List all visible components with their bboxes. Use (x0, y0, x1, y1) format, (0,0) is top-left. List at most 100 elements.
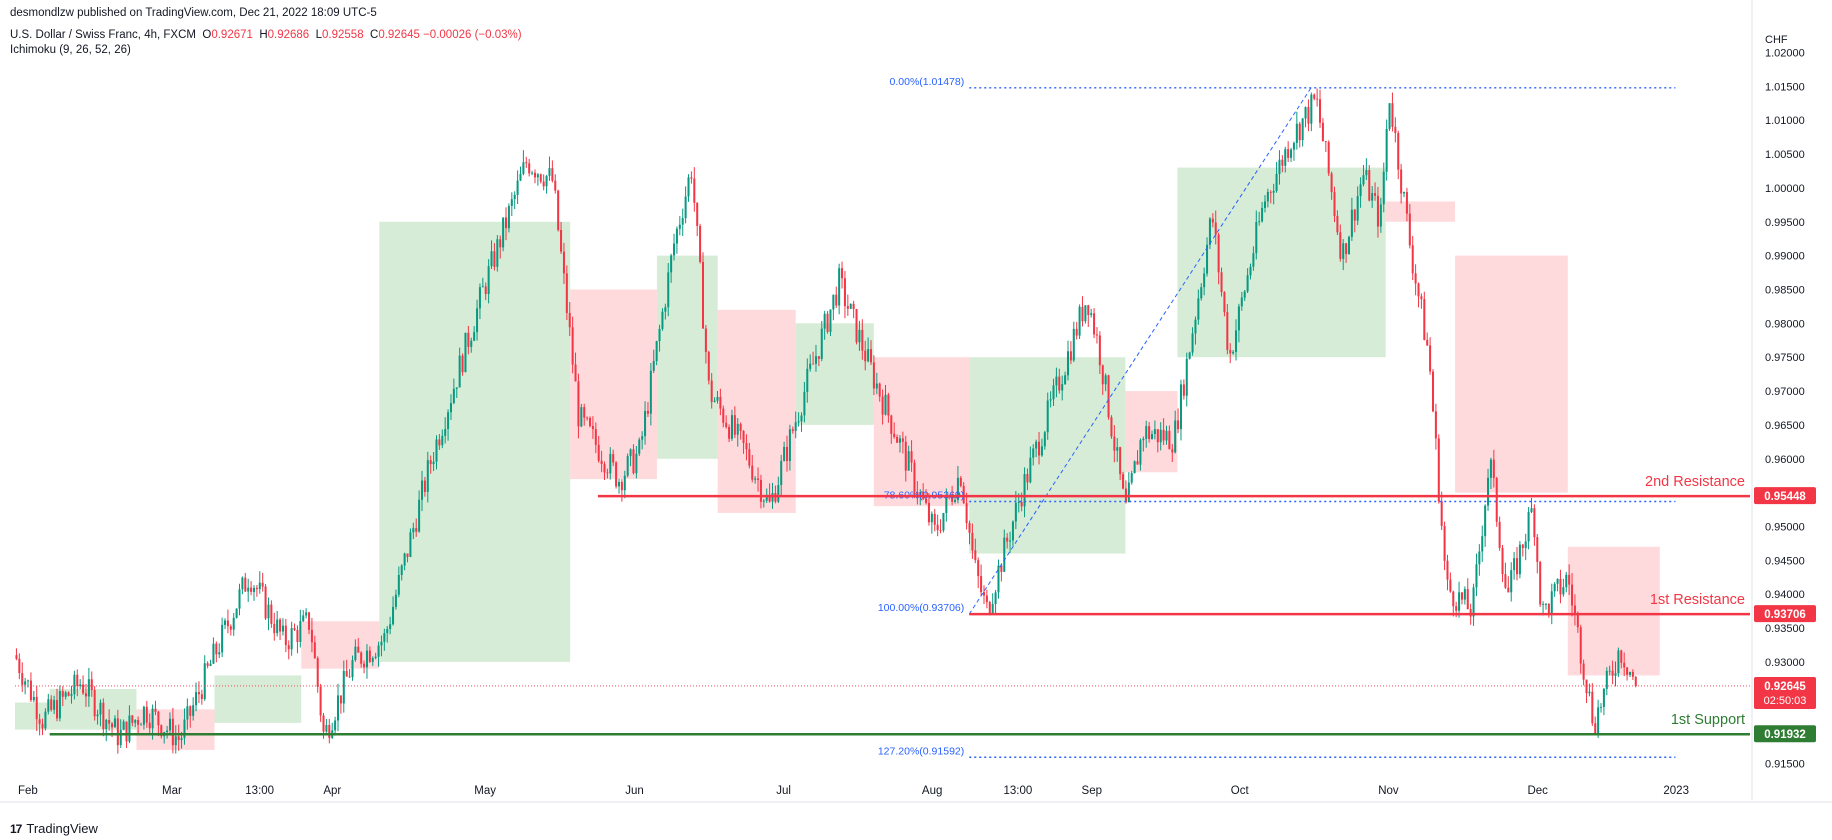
candle-body (617, 481, 621, 487)
candle-body (67, 692, 70, 696)
candle-body (867, 349, 870, 362)
candle-body (322, 715, 325, 732)
ichimoku-cloud-segment (1385, 201, 1456, 222)
candle-body (982, 592, 986, 596)
candle-body (96, 714, 99, 717)
tradingview-footer[interactable]: 17 TradingView (10, 821, 98, 836)
candle-body (1391, 103, 1394, 127)
candle-body (1559, 578, 1562, 595)
candle-body (693, 178, 696, 203)
candle-body (690, 177, 693, 179)
candle-body (238, 589, 241, 609)
candle-body (455, 387, 458, 389)
y-tick-label: 1.00000 (1765, 183, 1805, 195)
candle-body (1379, 204, 1382, 227)
candle-body (1374, 193, 1377, 196)
candle-body (70, 694, 73, 696)
ohlc-high: H0.92686 (259, 29, 310, 41)
candle-body (826, 313, 829, 332)
ichimoku-cloud-segment (656, 255, 718, 459)
candle-body (1113, 436, 1116, 451)
candle-body (1214, 222, 1217, 235)
candle-body (1139, 440, 1142, 465)
candle-body (1130, 473, 1133, 483)
candle-body (557, 190, 560, 230)
candle-body (1043, 432, 1046, 447)
symbol-legend[interactable]: U.S. Dollar / Swiss Franc, 4h, FXCM O0.9… (10, 29, 522, 41)
candle-body (1058, 376, 1061, 391)
candle-body (904, 441, 907, 471)
x-tick-label: Feb (18, 785, 38, 797)
candle-body (742, 430, 745, 444)
candle-body (487, 266, 490, 294)
candle-body (195, 692, 198, 706)
candle-body (1223, 292, 1226, 313)
candle-body (1544, 603, 1547, 605)
candle-body (652, 360, 655, 371)
candle-body (183, 719, 186, 739)
ichimoku-cloud-segment (795, 323, 874, 425)
candle-body (1434, 411, 1437, 439)
candle-body (869, 349, 873, 363)
candle-body (287, 645, 290, 650)
candle-body (838, 268, 841, 306)
candle-body (432, 461, 435, 465)
candle-body (1400, 169, 1403, 194)
ichimoku-cloud-segment (717, 309, 796, 513)
candle-body (1101, 365, 1104, 385)
ichimoku-cloud-segment (969, 357, 1126, 554)
indicator-legend[interactable]: Ichimoku (9, 26, 52, 26) (10, 44, 131, 56)
y-tick-label: 0.91500 (1765, 758, 1805, 770)
candle-body (1185, 358, 1188, 396)
candle-body (930, 513, 933, 523)
candle-body (365, 650, 368, 668)
candle-body (484, 286, 487, 294)
candle-body (1594, 723, 1597, 734)
candle-body (739, 423, 742, 431)
candle-body (1321, 122, 1324, 142)
candle-body (82, 684, 85, 694)
candle-body (510, 199, 513, 207)
candle-body (1046, 400, 1049, 433)
candle-body (403, 553, 406, 566)
candle-body (1397, 132, 1400, 170)
candle-body (887, 394, 890, 416)
candle-body (858, 329, 861, 343)
candle-body (1072, 328, 1075, 361)
candle-body (1455, 606, 1458, 611)
candle-body (325, 724, 328, 732)
candle-body (131, 715, 134, 723)
candle-body (806, 368, 809, 392)
candle-body (1246, 275, 1249, 292)
candle-body (168, 718, 171, 731)
level-label: 1st Support (1671, 712, 1745, 728)
currency-label: CHF (1765, 34, 1788, 46)
candle-body (1356, 196, 1359, 221)
ichimoku-cloud-segment (214, 675, 302, 723)
candle-body (267, 604, 270, 619)
candle-body (299, 621, 302, 642)
candle-body (733, 415, 736, 435)
candle-body (1498, 521, 1501, 548)
candle-body (673, 243, 676, 256)
candle-body (1623, 662, 1626, 668)
y-tick-label: 0.93000 (1765, 657, 1805, 669)
candle-body (1095, 334, 1098, 336)
candle-body (586, 417, 589, 419)
candle-body (157, 711, 160, 726)
fib-level-label: 100.00%(0.93706) (878, 602, 964, 614)
candle-body (1420, 296, 1423, 300)
candle-body (200, 694, 203, 700)
candle-body (1261, 207, 1264, 222)
candle-body (971, 532, 974, 551)
candle-body (1626, 667, 1629, 675)
candle-body (1533, 508, 1536, 538)
candle-body (166, 730, 169, 733)
y-tick-label: 0.98000 (1765, 318, 1805, 330)
candle-body (507, 206, 510, 229)
candle-body (768, 494, 771, 502)
candle-body (927, 502, 930, 523)
candle-body (1605, 670, 1608, 689)
candle-body (846, 306, 849, 309)
